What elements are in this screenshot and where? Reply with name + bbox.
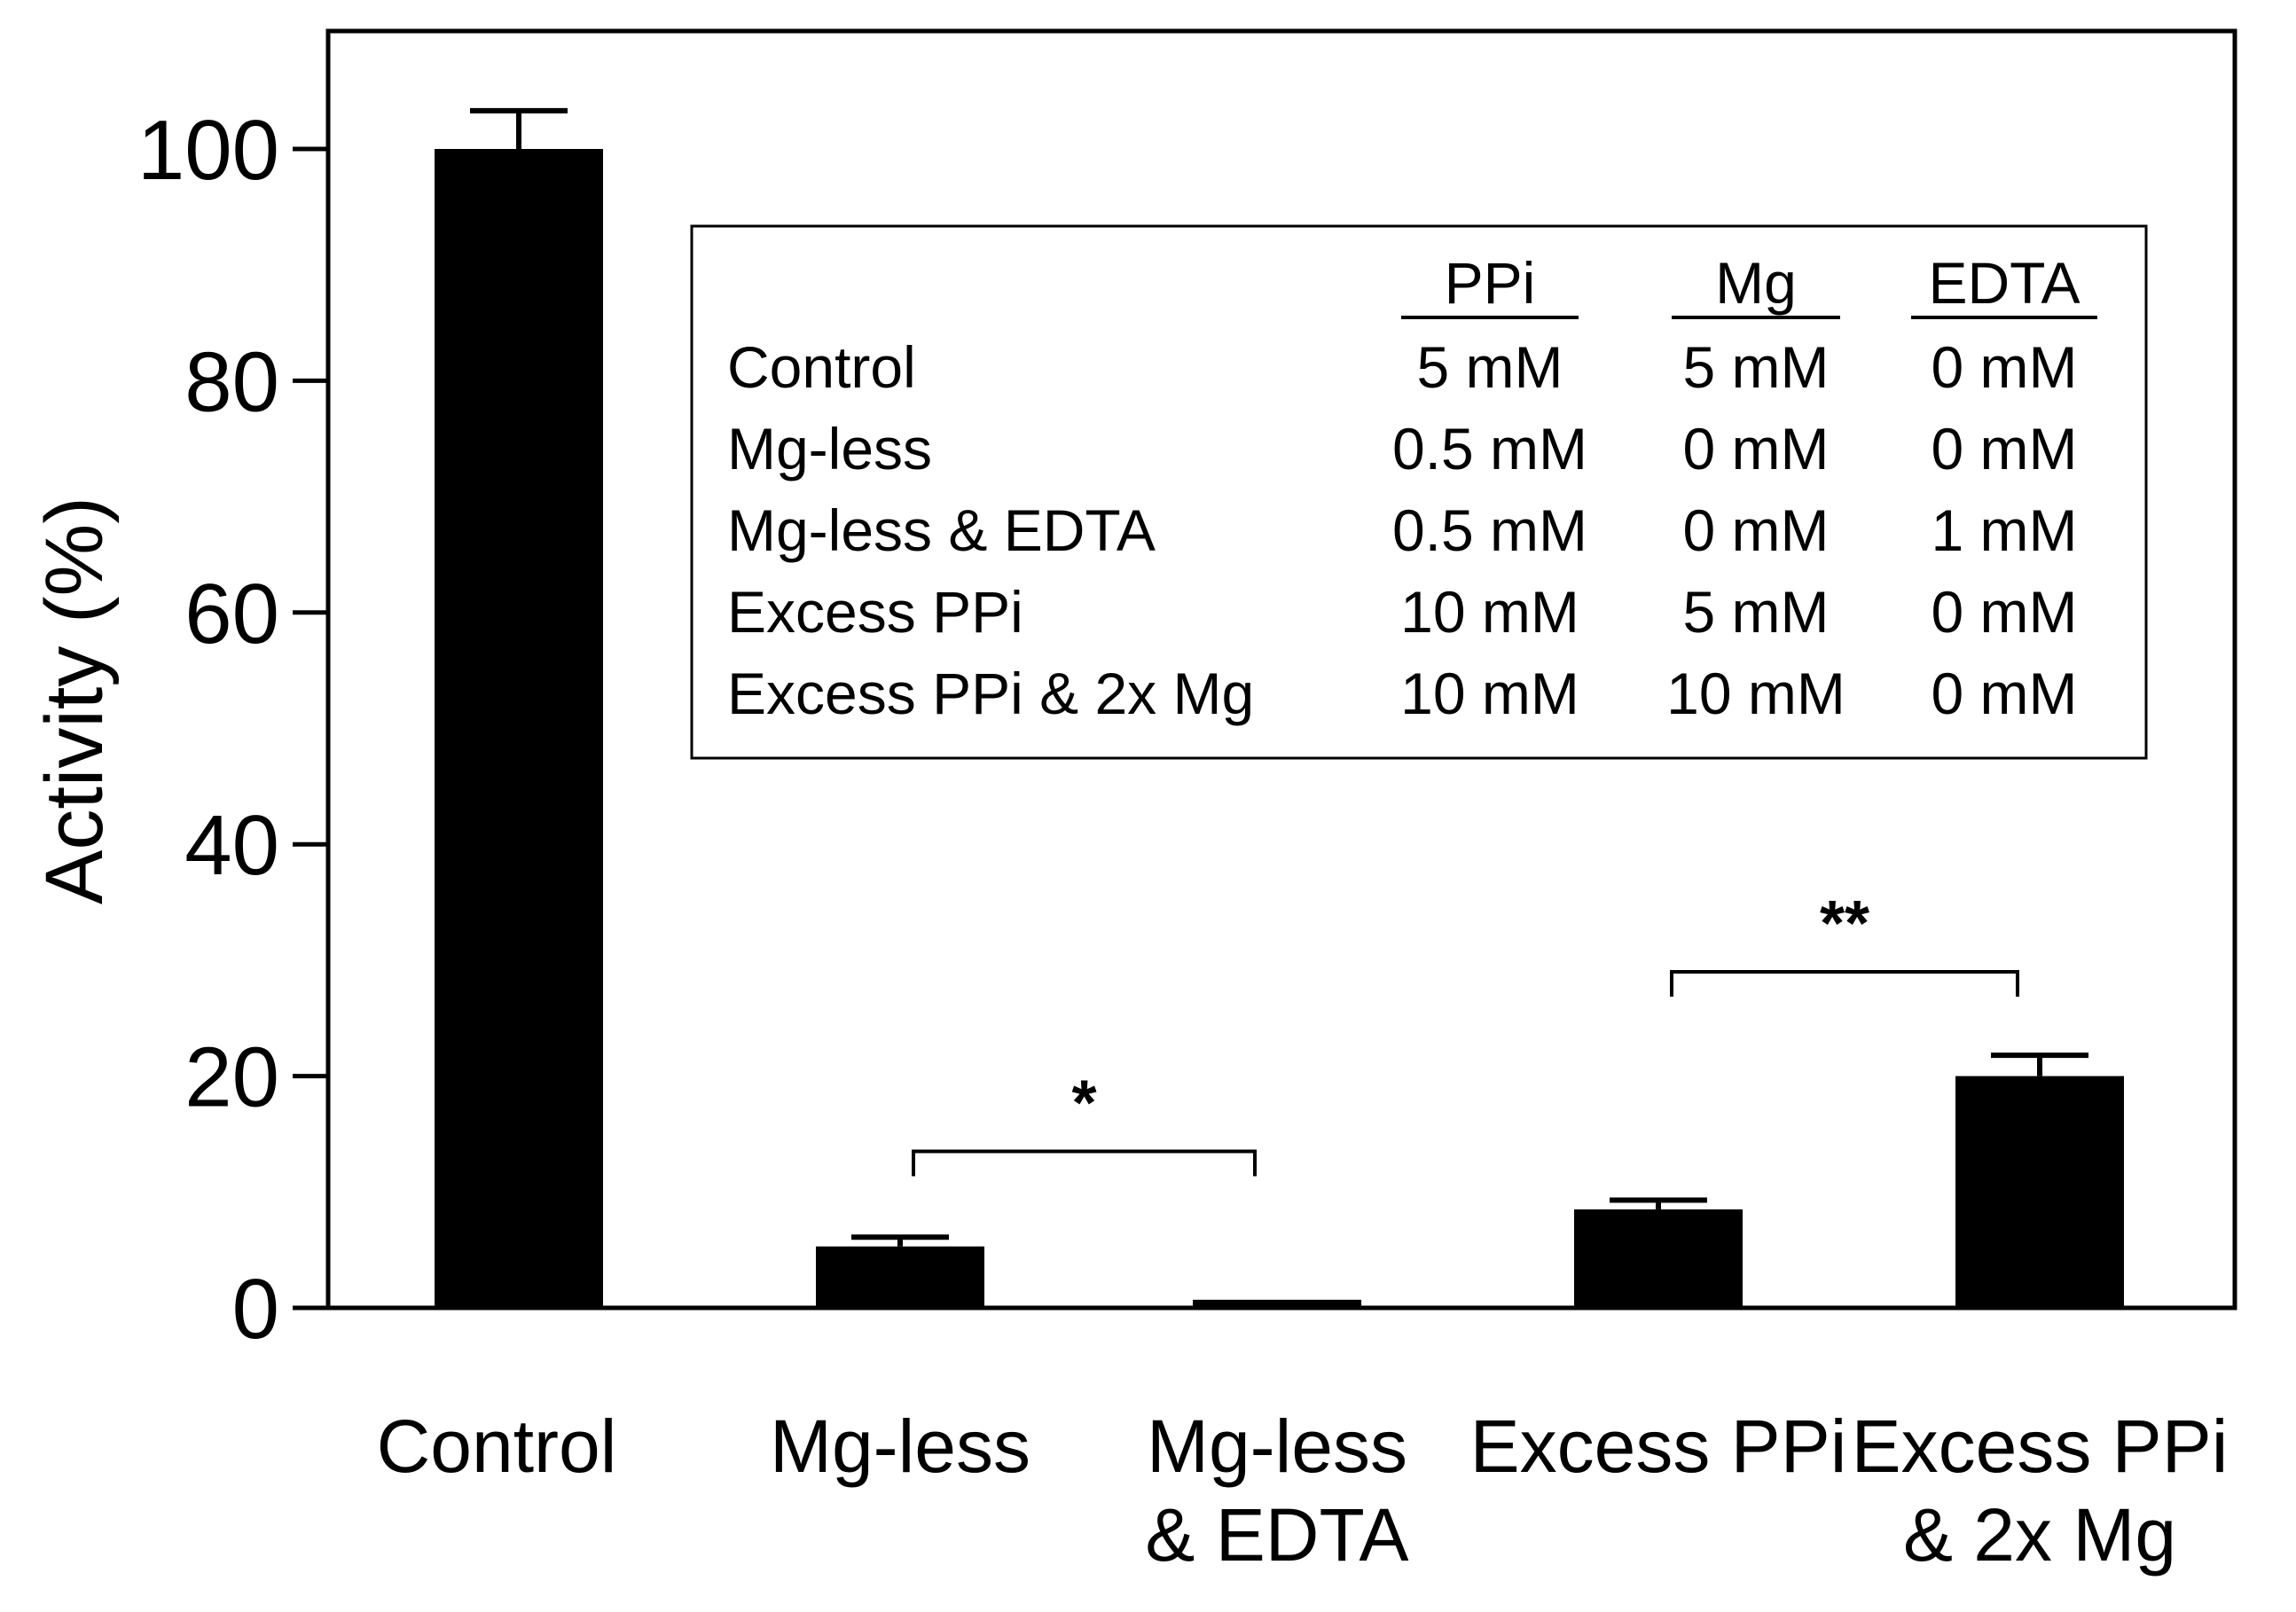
significance-label: *: [1071, 1068, 1096, 1139]
x-tick-label: Mg-less: [770, 1405, 1030, 1488]
table-cell: 0 mM: [1932, 334, 2078, 400]
significance-annotations: ***: [912, 888, 2019, 1177]
table-column-header: Mg: [1715, 250, 1797, 316]
plot-frame: [325, 28, 2237, 1311]
y-tick-label: 100: [137, 103, 279, 198]
y-tick-label: 80: [184, 334, 279, 429]
table-column-header: EDTA: [1928, 250, 2080, 316]
table-row-label: Mg-less & EDTA: [727, 497, 1156, 563]
table-cell: 0 mM: [1683, 497, 1830, 563]
table-row-label: Excess PPi & 2x Mg: [727, 661, 1254, 726]
y-axis: 0 20 40 60 80 100: [137, 103, 328, 1357]
bar: [1193, 1299, 1361, 1308]
table-cell: 0.5 mM: [1392, 416, 1587, 481]
table-column-header: PPi: [1445, 250, 1536, 316]
significance-bracket: [1670, 969, 2019, 997]
table-cell: 0.5 mM: [1392, 497, 1587, 563]
condition-table: PPi Mg EDTA Control 5 mM 5 mM 0 mM Mg-less 0.5 m…: [690, 224, 2148, 760]
bar: [435, 149, 603, 1308]
table-cell: 0 mM: [1932, 579, 2078, 645]
x-tick-label: Mg-less: [1147, 1405, 1407, 1488]
x-tick-label: & EDTA: [1145, 1493, 1408, 1577]
table-cell: 1 mM: [1932, 497, 2078, 563]
x-tick-label: Excess PPi: [1470, 1405, 1847, 1488]
y-tick-label: 60: [184, 567, 279, 661]
significance-label: **: [1820, 888, 1869, 959]
y-tick-label: 40: [184, 798, 279, 893]
bar: [1955, 1076, 2124, 1308]
significance-bracket: [912, 1149, 1257, 1177]
table-cell: 10 mM: [1666, 661, 1845, 726]
bars-layer: [435, 149, 2124, 1308]
table-row-label: Excess PPi: [727, 579, 1023, 645]
y-axis-label: Activity (%): [29, 497, 120, 904]
table-cell: 0 mM: [1683, 416, 1830, 481]
bar: [816, 1246, 984, 1308]
table-cell: 5 mM: [1683, 334, 1830, 400]
table-row-label: Mg-less: [727, 416, 932, 481]
y-tick-label: 0: [232, 1262, 279, 1357]
x-tick-label: & 2x Mg: [1903, 1493, 2176, 1577]
table-box: [690, 224, 2148, 760]
table-cell: 10 mM: [1400, 661, 1579, 726]
x-tick-label: Control: [377, 1405, 617, 1488]
x-tick-label: Excess PPi: [1852, 1405, 2229, 1488]
table-cell: 0 mM: [1932, 416, 2078, 481]
table-cell: 5 mM: [1417, 334, 1563, 400]
error-bars-layer: [470, 107, 2088, 1247]
table-cell: 0 mM: [1932, 661, 2078, 726]
y-tick-label: 20: [184, 1030, 279, 1125]
table-cell: 10 mM: [1400, 579, 1579, 645]
bar: [1574, 1209, 1743, 1308]
table-cell: 5 mM: [1683, 579, 1830, 645]
table-row-label: Control: [727, 334, 916, 400]
